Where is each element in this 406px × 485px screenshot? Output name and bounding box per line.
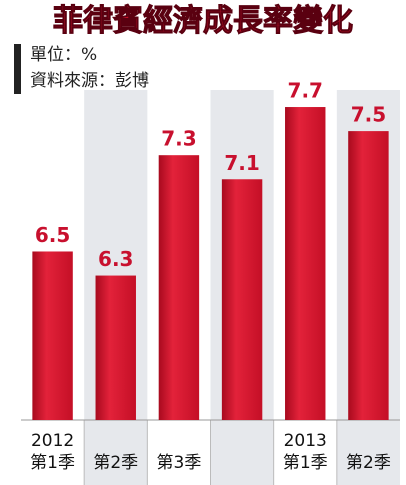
x-tick-label: 2012 第1季 bbox=[30, 431, 75, 473]
value-label: 7.3 bbox=[161, 127, 196, 151]
value-label: 7.5 bbox=[351, 103, 386, 127]
bar bbox=[221, 179, 263, 420]
subtitle: 單位：% bbox=[30, 45, 97, 65]
bar bbox=[95, 275, 136, 420]
subtitle-marker bbox=[14, 44, 21, 94]
bar bbox=[285, 107, 326, 420]
value-label: 6.5 bbox=[35, 223, 70, 247]
bar bbox=[32, 251, 73, 420]
chart-title: 菲律賓經濟成長率變化 bbox=[53, 4, 353, 39]
value-label: 7.1 bbox=[224, 151, 259, 175]
value-label: 6.3 bbox=[98, 247, 133, 271]
x-tick-label: 第2季 bbox=[346, 453, 391, 473]
x-tick-label: 第2季 bbox=[93, 453, 138, 473]
x-tick-label: 第3季 bbox=[157, 453, 202, 473]
x-tick-label: 2013 第1季 bbox=[283, 431, 328, 473]
bar bbox=[348, 131, 389, 420]
bar bbox=[158, 155, 200, 420]
value-label: 7.7 bbox=[288, 79, 323, 103]
subtitle: 資料來源：彭博 bbox=[30, 71, 149, 91]
